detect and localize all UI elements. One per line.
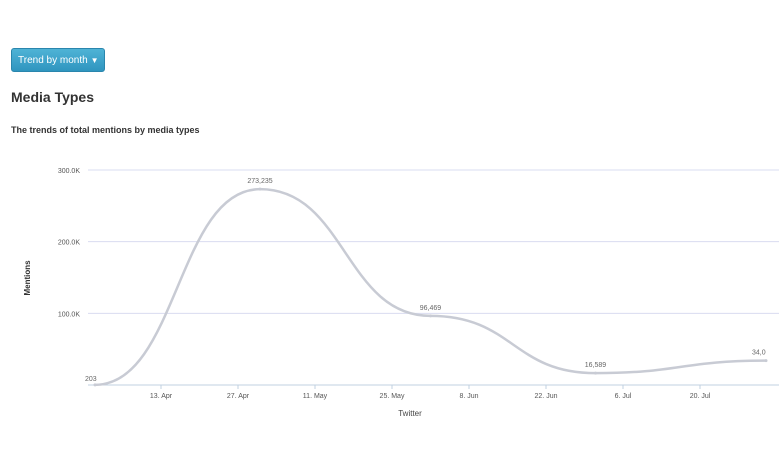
data-point	[764, 359, 768, 363]
y-tick-label: 300.0K	[58, 168, 81, 175]
mentions-line-chart: 100.0K 200.0K 300.0K 13. Apr 27. Apr 11. May…	[23, 168, 779, 418]
data-labels: 203 273,235 96,469 16,589 34,0	[85, 178, 766, 383]
x-tick-label: 11. May	[303, 393, 328, 400]
x-tick-label: 8. Jun	[459, 393, 478, 400]
y-axis-label: Mentions	[23, 260, 32, 296]
x-tick-label: 22. Jun	[535, 393, 558, 400]
x-tick-label: 25. May	[380, 393, 405, 400]
data-label: 34,0	[752, 350, 766, 357]
trend-button-label: Trend by month	[18, 55, 88, 66]
x-tick-label: 13. Apr	[150, 393, 173, 400]
y-tick-label: 100.0K	[58, 311, 81, 318]
x-tick-label: 6. Jul	[615, 393, 632, 400]
x-axis-label: Twitter	[398, 409, 422, 418]
x-tick-label: 27. Apr	[227, 393, 250, 400]
chart-title: The trends of total mentions by media ty…	[11, 125, 200, 135]
data-label: 96,469	[420, 305, 442, 312]
data-point	[93, 383, 97, 387]
series-layer	[93, 187, 768, 387]
series-line-0	[93, 187, 768, 387]
x-tick-label: 20. Jul	[690, 393, 711, 400]
trend-by-month-dropdown[interactable]: Trend by month ▼	[11, 48, 105, 72]
data-label: 273,235	[247, 178, 272, 185]
data-label: 203	[85, 376, 97, 383]
y-tick-label: 200.0K	[58, 240, 81, 247]
grid-lines	[88, 169, 779, 314]
data-point	[258, 187, 262, 191]
data-label: 16,589	[585, 362, 607, 369]
data-point	[429, 314, 432, 318]
section-title: Media Types	[11, 89, 94, 105]
y-axis-ticks: 100.0K 200.0K 300.0K	[58, 168, 81, 318]
x-axis-ticks: 13. Apr 27. Apr 11. May 25. May 8. Jun 22. Ju…	[150, 385, 711, 400]
data-point	[594, 371, 597, 375]
caret-down-icon: ▼	[90, 56, 99, 65]
